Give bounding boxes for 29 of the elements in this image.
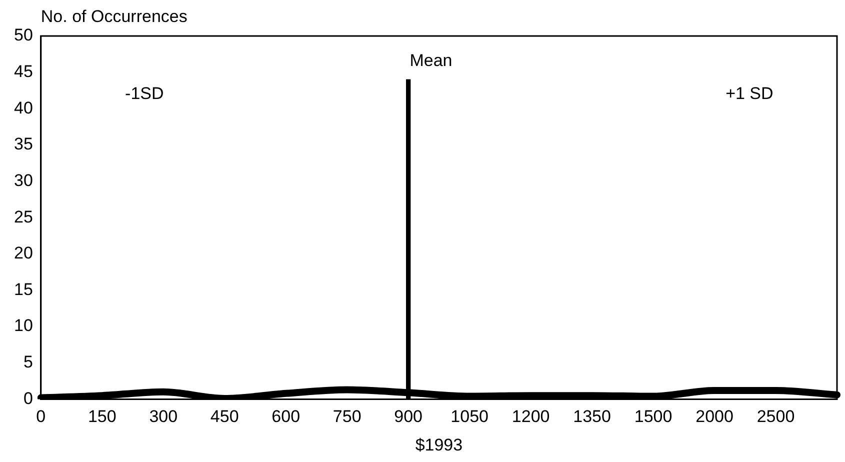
x-tick-label: 300 — [149, 407, 178, 426]
y-tick-label: 40 — [14, 98, 33, 118]
annotation: Mean — [410, 51, 452, 70]
x-tick-label: 0 — [36, 407, 46, 426]
x-tick-label: 2000 — [696, 407, 734, 426]
y-tick-label: 30 — [14, 170, 33, 190]
x-tick-label: 1500 — [634, 407, 672, 426]
y-tick-label: 15 — [14, 280, 33, 299]
y-tick-label: 0 — [23, 388, 33, 408]
x-tick-label: 450 — [210, 407, 239, 426]
y-axis-title: No. of Occurrences — [40, 7, 188, 26]
y-tick-label: 50 — [14, 26, 33, 45]
x-tick-label: 750 — [332, 407, 362, 426]
y-tick-label: 25 — [14, 207, 33, 226]
y-tick-label: 45 — [14, 62, 33, 82]
x-tick-label: 1350 — [573, 407, 611, 426]
x-tick-label: 1200 — [512, 407, 550, 426]
x-tick-label: 600 — [272, 407, 300, 426]
y-tick-label: 20 — [14, 244, 33, 263]
annotation: -1SD — [125, 84, 164, 103]
x-tick-label: 1050 — [450, 407, 488, 426]
annotation: +1 SD — [726, 84, 774, 103]
x-axis-title: $1993 — [415, 435, 463, 454]
x-tick-label: 150 — [88, 407, 116, 426]
y-tick-label: 35 — [14, 134, 33, 154]
x-tick-label: 2500 — [756, 407, 795, 426]
y-tick-label: 5 — [23, 352, 33, 372]
x-tick-label: 900 — [394, 407, 423, 426]
y-tick-label: 10 — [14, 316, 33, 336]
